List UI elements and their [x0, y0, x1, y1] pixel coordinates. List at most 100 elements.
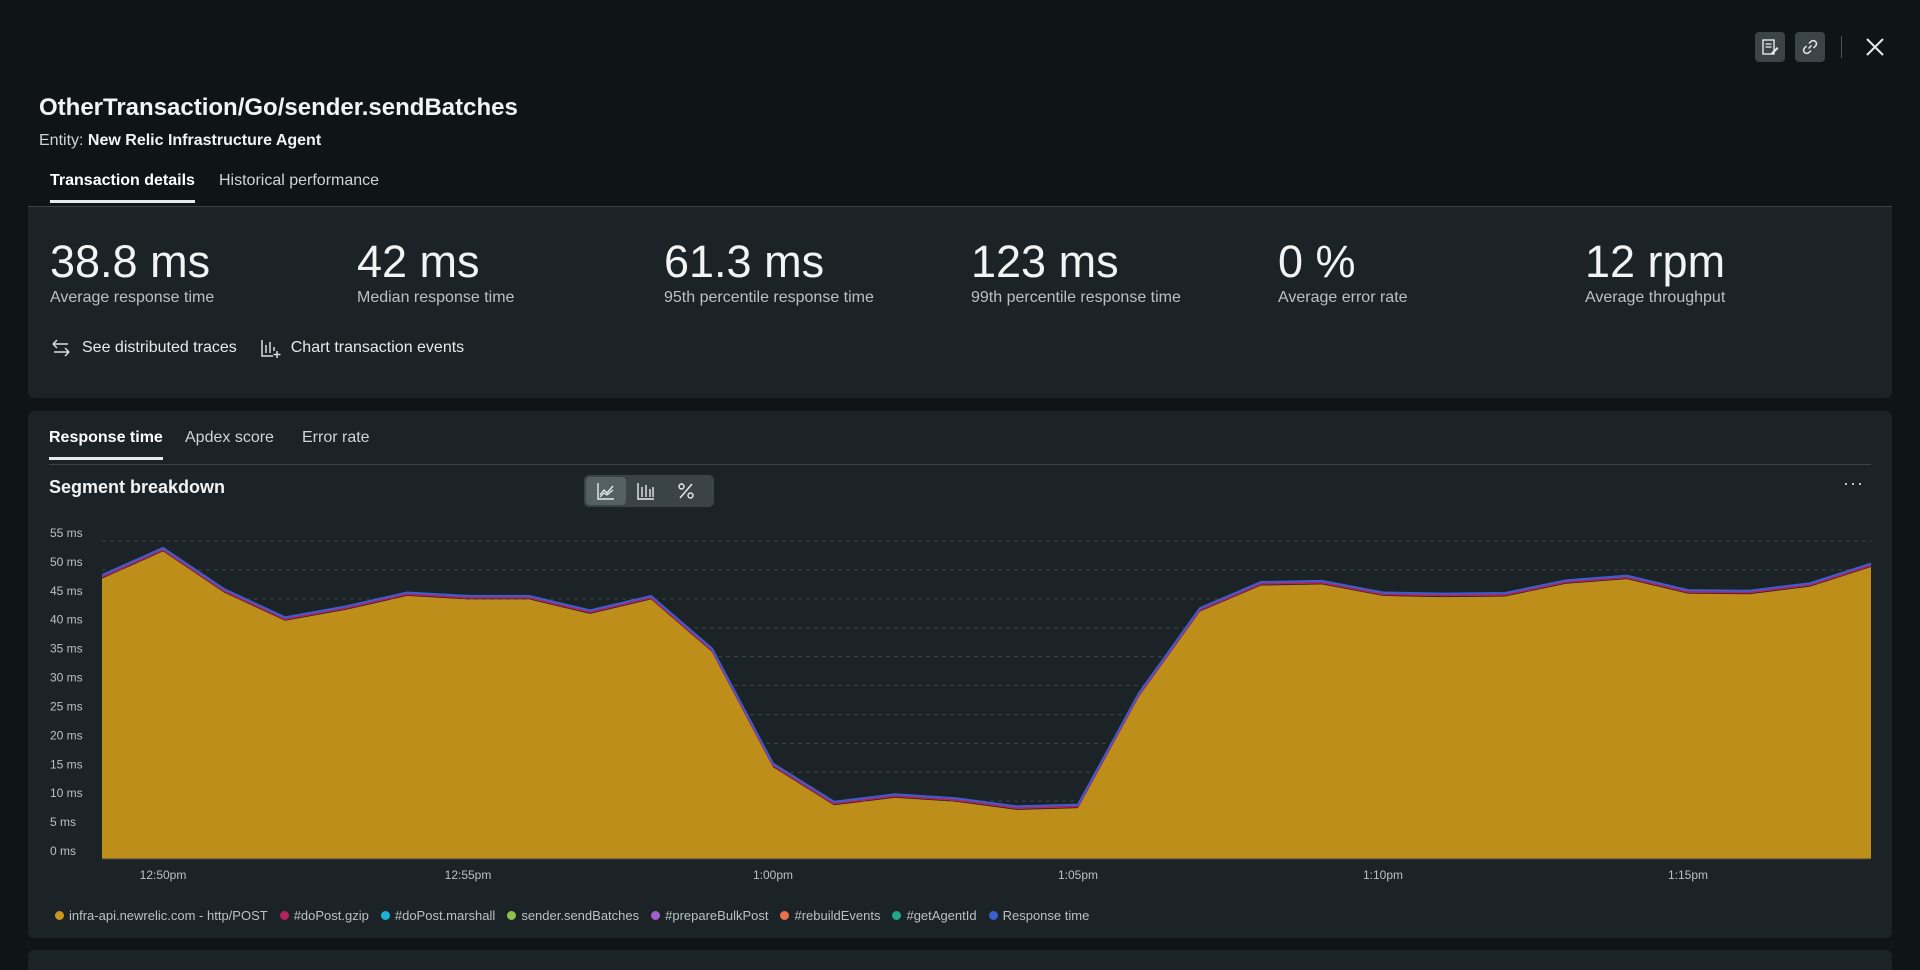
legend-label: #rebuildEvents [794, 908, 881, 923]
x-tick-label: 12:50pm [140, 868, 187, 882]
y-tick-label: 50 ms [50, 555, 83, 569]
bar-chart-plus-icon [261, 340, 281, 358]
segment-breakdown-chart: 0 ms 5 ms 10 ms 15 ms 20 ms 25 ms 30 ms 35 ms 40… [50, 526, 1872, 882]
y-tick-label: 20 ms [50, 728, 83, 742]
swap-arrows-icon [52, 339, 70, 357]
metric-median-response: 42 ms Median response time [357, 237, 514, 307]
chart-type-toggle [584, 475, 714, 507]
page-title: OtherTransaction/Go/sender.sendBatches [39, 94, 518, 121]
legend-label: Response time [1002, 908, 1090, 923]
legend-dot [892, 911, 902, 920]
metric-label: 99th percentile response time [971, 289, 1181, 306]
metrics-panel: 38.8 ms Average response time 42 ms Medi… [28, 207, 1892, 398]
metric-average-response: 38.8 ms Average response time [50, 237, 214, 307]
legend-item[interactable]: #prepareBulkPost [651, 908, 768, 923]
legend-label: #doPost.gzip [293, 908, 369, 923]
legend-dot [380, 911, 390, 920]
chart-title: Segment breakdown [49, 477, 226, 497]
tab-apdex-score[interactable]: Apdex score [185, 429, 274, 446]
edit-note-button[interactable] [1755, 32, 1785, 62]
y-tick-label: 40 ms [50, 613, 83, 627]
chart-legend: infra-api.newrelic.com - http/POST #doPo… [55, 908, 1089, 923]
tab-transaction-details[interactable]: Transaction details [50, 172, 195, 203]
area-chart-toggle[interactable] [586, 477, 626, 505]
entity-line: Entity: New Relic Infrastructure Agent [39, 132, 321, 150]
legend-item[interactable]: #doPost.marshall [380, 908, 496, 923]
x-tick-label: 12:55pm [445, 868, 492, 882]
legend-dot [651, 911, 661, 920]
metric-value: 42 ms [357, 236, 480, 287]
header-actions [1755, 30, 1892, 64]
legend-dot [780, 911, 790, 920]
close-button[interactable] [1858, 30, 1892, 64]
legend-label: #prepareBulkPost [665, 908, 769, 923]
legend-label: #getAgentId [906, 908, 977, 923]
metric-error-rate: 0 % Average error rate [1278, 237, 1408, 307]
metric-value: 38.8 ms [50, 236, 211, 287]
entity-prefix: Entity: [39, 132, 84, 149]
chart-transaction-events-link[interactable]: Chart transaction events [259, 337, 464, 359]
header-divider [1841, 36, 1842, 58]
percent-toggle[interactable] [666, 477, 706, 505]
metric-value: 12 rpm [1585, 236, 1726, 287]
metric-links: See distributed traces Chart transaction… [50, 337, 464, 359]
tab-historical-performance[interactable]: Historical performance [219, 172, 380, 189]
legend-dot [507, 911, 517, 920]
chart-panel: Response time Apdex score Error rate Seg… [28, 411, 1892, 938]
legend-dot [55, 911, 64, 920]
tab-error-rate[interactable]: Error rate [302, 429, 370, 446]
y-tick-label: 25 ms [50, 699, 83, 713]
more-options-button[interactable]: ··· [1843, 473, 1864, 493]
y-tick-label: 45 ms [50, 584, 83, 598]
line-dopost-gzip [101, 548, 1872, 810]
x-tick-label: 1:00pm [753, 868, 793, 882]
metric-label: 95th percentile response time [664, 289, 874, 306]
y-tick-label: 0 ms [50, 844, 76, 858]
bar-chart-icon [637, 483, 654, 500]
legend-item[interactable]: #rebuildEvents [780, 908, 880, 923]
chart-tabs: Response time Apdex score Error rate [49, 429, 1871, 465]
area-infra-api-post [102, 551, 1871, 859]
metric-p95-response: 61.3 ms 95th percentile response time [664, 237, 874, 307]
y-tick-label: 30 ms [50, 671, 83, 685]
legend-label: #doPost.marshall [394, 908, 496, 923]
y-tick-label: 10 ms [50, 786, 83, 800]
detail-tabs: Transaction details Historical performan… [28, 168, 1892, 207]
legend-item[interactable]: Response time [988, 908, 1090, 923]
metric-label: Average throughput [1585, 289, 1726, 306]
y-tick-label: 35 ms [50, 642, 83, 656]
metric-value: 0 % [1278, 236, 1356, 287]
legend-label: infra-api.newrelic.com - http/POST [69, 908, 268, 923]
y-tick-label: 5 ms [50, 815, 76, 829]
close-icon [1866, 38, 1884, 56]
legend-item[interactable]: infra-api.newrelic.com - http/POST [55, 908, 268, 923]
bar-chart-toggle[interactable] [626, 477, 666, 505]
legend-dot [988, 911, 998, 920]
traces-link-label: See distributed traces [82, 339, 237, 356]
line-response-time [101, 546, 1872, 808]
metric-label: Median response time [357, 289, 515, 306]
area-chart-icon [597, 483, 614, 500]
x-tick-label: 1:10pm [1363, 868, 1403, 882]
legend-item[interactable]: sender.sendBatches [507, 908, 639, 923]
x-tick-label: 1:15pm [1668, 868, 1708, 882]
legend-label: sender.sendBatches [521, 908, 640, 923]
percent-icon [678, 483, 694, 499]
legend-dot [279, 911, 289, 920]
tab-response-time[interactable]: Response time [49, 429, 163, 460]
next-panel-edge [28, 950, 1892, 970]
x-tick-label: 1:05pm [1058, 868, 1098, 882]
metric-p99-response: 123 ms 99th percentile response time [971, 237, 1181, 307]
y-tick-label: 55 ms [50, 526, 83, 540]
see-distributed-traces-link[interactable]: See distributed traces [50, 337, 237, 359]
metric-label: Average response time [50, 289, 215, 306]
entity-name: New Relic Infrastructure Agent [87, 132, 322, 149]
y-tick-label: 15 ms [50, 757, 83, 771]
edit-note-icon [1762, 39, 1779, 55]
metric-label: Average error rate [1278, 289, 1408, 306]
metric-throughput: 12 rpm Average throughput [1585, 237, 1725, 307]
copy-link-button[interactable] [1795, 32, 1825, 62]
legend-item[interactable]: #getAgentId [892, 908, 977, 923]
metric-value: 123 ms [971, 236, 1119, 287]
legend-item[interactable]: #doPost.gzip [279, 908, 369, 923]
